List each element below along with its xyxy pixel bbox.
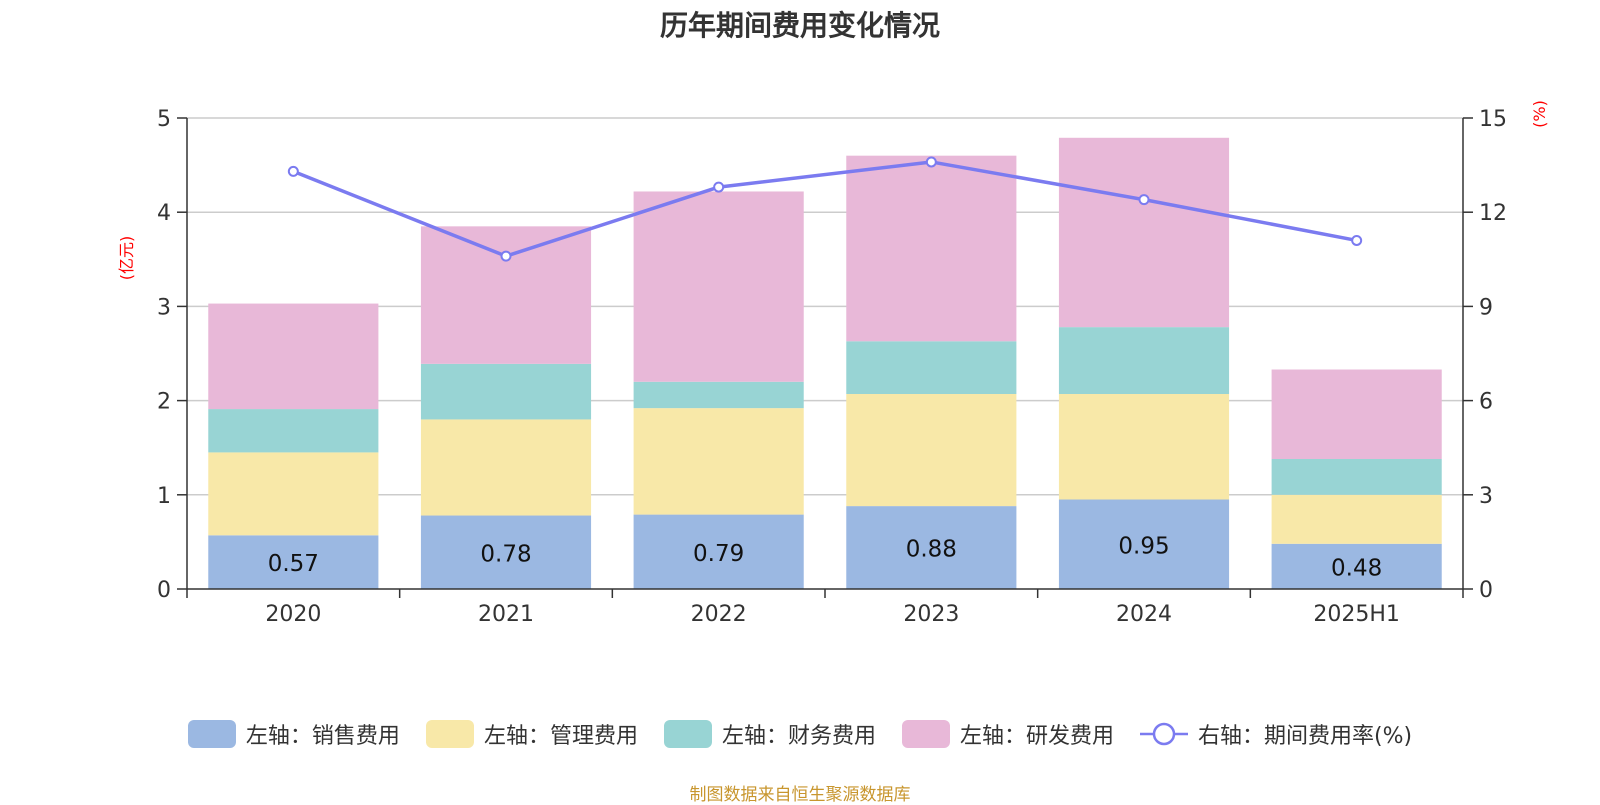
bar-segment-2 <box>846 394 1017 507</box>
left-tick-label: 5 <box>157 107 171 132</box>
x-tick-label: 2020 <box>265 602 321 627</box>
x-tick-label: 2025H1 <box>1313 602 1400 627</box>
bar-segment-4 <box>1058 137 1230 328</box>
bar-segment-1 <box>1271 543 1442 589</box>
bar-segment-1 <box>420 515 592 589</box>
right-tick-label: 12 <box>1479 201 1507 226</box>
bar-segment-1 <box>846 506 1017 589</box>
rate-point <box>500 250 512 262</box>
bar-segment-3 <box>208 409 379 453</box>
left-axis-unit: (亿元) <box>117 236 136 281</box>
legend-item[interactable]: 右轴：期间费用率(%) <box>1139 718 1413 750</box>
source-note: 制图数据来自恒生聚源数据库 <box>689 785 911 805</box>
legend: 左轴：销售费用 左轴：管理费用 左轴：财务费用 左轴：研发费用 右轴：期间费用率(%) <box>0 718 1600 750</box>
legend-swatch <box>187 720 236 748</box>
legend-swatch <box>901 720 950 748</box>
bar-segment-2 <box>208 452 379 536</box>
x-tick-label: 2024 <box>1116 602 1172 627</box>
rate-point <box>1351 234 1363 246</box>
legend-item[interactable]: 左轴：管理费用 <box>425 718 638 750</box>
bar-segment-2 <box>420 419 592 516</box>
chart-title: 历年期间费用变化情况 <box>659 9 940 42</box>
rate-line <box>287 156 1363 262</box>
bar-segment-3 <box>1058 327 1230 395</box>
x-tick-label: 2023 <box>903 602 959 627</box>
bar-value-label: 0.88 <box>906 537 957 563</box>
right-axis-unit: (%) <box>1530 100 1549 128</box>
legend-swatch <box>425 720 474 748</box>
bar-segment-2 <box>633 408 804 515</box>
legend-line-swatch <box>1139 722 1188 746</box>
x-tick-label: 2022 <box>691 602 747 627</box>
bar-value-label: 0.48 <box>1331 555 1382 581</box>
bar-segment-4 <box>420 226 592 364</box>
right-tick-label: 9 <box>1479 295 1493 320</box>
bar-segment-3 <box>633 381 804 409</box>
bar-segment-2 <box>1271 494 1442 544</box>
legend-label: 右轴：期间费用率(%) <box>1197 724 1413 749</box>
bar-segment-4 <box>1271 369 1442 460</box>
legend-item[interactable]: 左轴：销售费用 <box>187 718 400 750</box>
x-tick-label: 2021 <box>478 602 534 627</box>
bar-segment-3 <box>846 341 1017 395</box>
bar-value-label: 0.78 <box>480 541 531 567</box>
bar-segment-4 <box>208 303 379 410</box>
bar-labels: 0.57 0.78 0.79 0.88 0.95 0.48 <box>268 533 1383 581</box>
bar-segment-1 <box>208 535 379 589</box>
right-tick-label: 3 <box>1479 484 1493 509</box>
legend-label: 左轴：销售费用 <box>245 724 400 749</box>
legend-label: 左轴：研发费用 <box>959 724 1114 749</box>
right-tick-label: 6 <box>1479 390 1493 415</box>
bar-segment-4 <box>633 191 804 382</box>
bars <box>208 137 1442 589</box>
rate-line-path <box>292 160 1357 258</box>
right-tick-label: 15 <box>1479 107 1507 132</box>
rate-point <box>1138 194 1150 206</box>
left-tick-label: 3 <box>157 295 171 320</box>
bar-value-label: 0.79 <box>693 541 744 567</box>
legend-item[interactable]: 左轴：财务费用 <box>663 718 876 750</box>
rate-point <box>287 165 299 177</box>
bar-value-label: 0.95 <box>1118 533 1169 559</box>
legend-item[interactable]: 左轴：研发费用 <box>901 718 1114 750</box>
rate-point <box>713 181 725 193</box>
bar-value-label: 0.57 <box>268 551 319 577</box>
bar-segment-1 <box>633 514 804 589</box>
bar-segment-1 <box>1058 499 1230 589</box>
bar-segment-3 <box>420 363 592 420</box>
right-tick-label: 0 <box>1479 578 1493 603</box>
legend-label: 左轴：财务费用 <box>721 724 876 749</box>
bar-segment-4 <box>846 155 1017 342</box>
rate-point <box>925 156 937 168</box>
bar-segment-2 <box>1058 394 1230 500</box>
left-tick-label: 2 <box>157 390 171 415</box>
left-tick-label: 4 <box>157 201 171 226</box>
legend-label: 左轴：管理费用 <box>483 724 638 749</box>
left-tick-label: 0 <box>157 578 171 603</box>
legend-swatch <box>663 720 712 748</box>
bar-segment-3 <box>1271 459 1442 495</box>
left-tick-label: 1 <box>157 484 171 509</box>
